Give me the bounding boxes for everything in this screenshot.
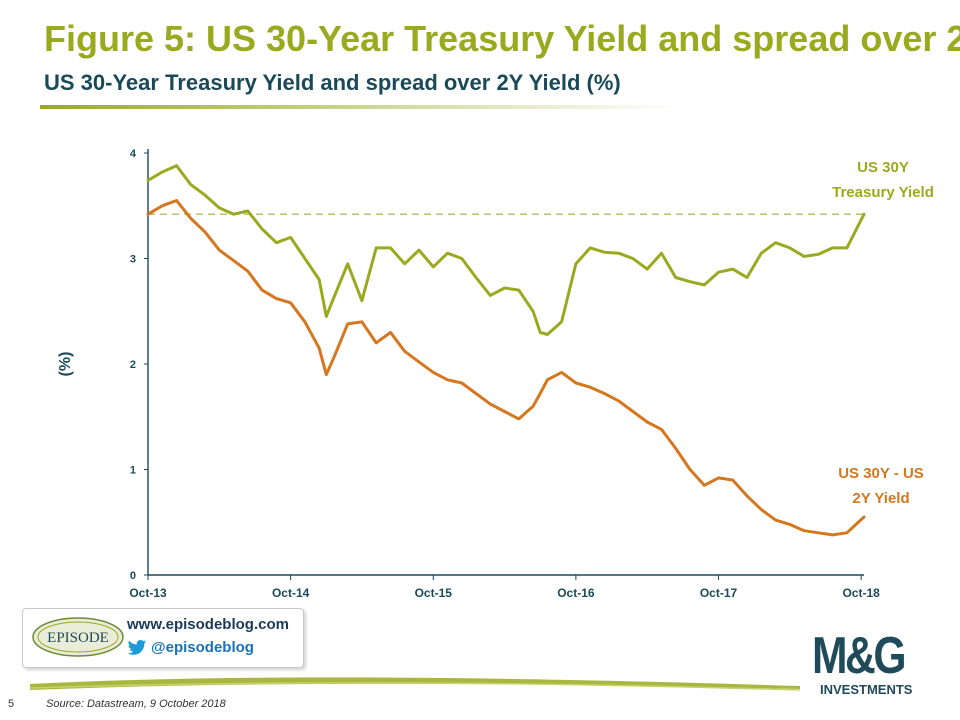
x-tick-label: Oct-15 bbox=[415, 586, 453, 600]
series-line-30y-yield bbox=[146, 164, 866, 336]
twitter-bird-icon bbox=[127, 640, 147, 655]
episode-brand-box: EPISODE www.episodeblog.com @episodeblog bbox=[22, 608, 304, 668]
x-tick-label: Oct-14 bbox=[272, 586, 310, 600]
mg-logo-letters: M&G bbox=[812, 627, 907, 685]
page-subtitle: US 30-Year Treasury Yield and spread ove… bbox=[44, 70, 621, 95]
y-tick-label: 1 bbox=[130, 465, 136, 477]
yield-chart: 0 1 2 3 4 Oct-13 Oct-14 Oct-15 Oct-16 Oct-17 Oct-1… bbox=[57, 148, 934, 600]
y-axis-label: (%) bbox=[57, 352, 74, 377]
annotation-spread: 2Y Yield bbox=[852, 490, 909, 507]
page-title: Figure 5: US 30-Year Treasury Yield and … bbox=[44, 18, 960, 59]
page-number: 5 bbox=[8, 698, 15, 710]
twitter-handle-link[interactable]: @episodeblog bbox=[151, 639, 254, 656]
y-tick-label: 2 bbox=[130, 359, 136, 371]
title-underline bbox=[40, 105, 680, 109]
series-line-30y-2y-spread bbox=[146, 199, 866, 537]
footer-swoosh bbox=[30, 677, 800, 691]
x-tick-label: Oct-18 bbox=[842, 586, 880, 600]
x-tick-label: Oct-16 bbox=[557, 586, 595, 600]
episode-logo-text: EPISODE bbox=[47, 630, 109, 646]
annotation-spread: US 30Y - US bbox=[838, 465, 924, 482]
annotation-30y-yield: Treasury Yield bbox=[832, 184, 934, 201]
episode-logo: EPISODE bbox=[32, 617, 124, 657]
blog-url-link[interactable]: www.episodeblog.com bbox=[127, 616, 289, 633]
source-note: Source: Datastream, 9 October 2018 bbox=[46, 698, 226, 710]
y-tick-label: 3 bbox=[130, 254, 136, 266]
x-tick-label: Oct-17 bbox=[700, 586, 738, 600]
y-tick-label: 4 bbox=[130, 148, 137, 160]
y-tick-label: 0 bbox=[130, 570, 136, 582]
mg-logo-investments: INVESTMENTS bbox=[820, 682, 913, 697]
x-tick-label: Oct-13 bbox=[129, 586, 167, 600]
annotation-30y-yield: US 30Y bbox=[857, 159, 909, 176]
